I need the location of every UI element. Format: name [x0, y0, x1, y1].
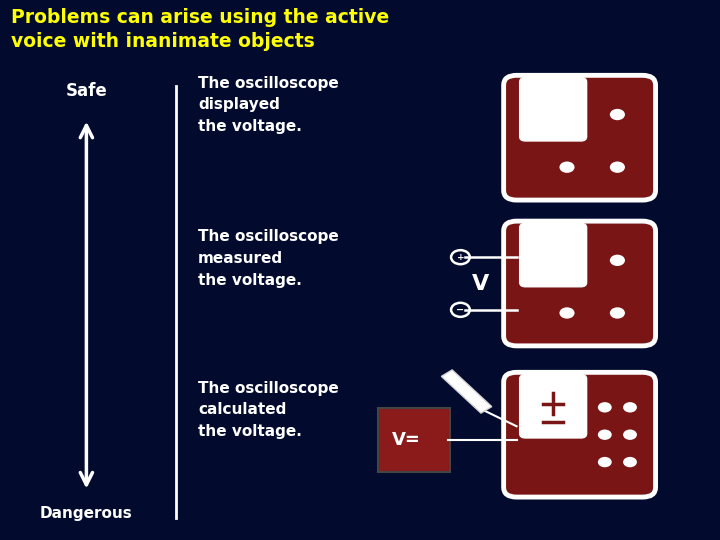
Text: Safe: Safe — [66, 82, 107, 100]
Circle shape — [598, 402, 612, 413]
Text: The oscilloscope
displayed
the voltage.: The oscilloscope displayed the voltage. — [198, 76, 338, 134]
Text: The oscilloscope
measured
the voltage.: The oscilloscope measured the voltage. — [198, 230, 338, 288]
Circle shape — [559, 307, 575, 319]
FancyBboxPatch shape — [504, 373, 655, 497]
Text: +: + — [456, 253, 464, 262]
Circle shape — [610, 255, 625, 266]
FancyBboxPatch shape — [520, 224, 587, 287]
Circle shape — [610, 307, 625, 319]
Text: V=: V= — [392, 431, 421, 449]
Text: V: V — [472, 273, 489, 294]
Text: Dangerous: Dangerous — [40, 506, 132, 521]
FancyBboxPatch shape — [520, 375, 587, 438]
FancyBboxPatch shape — [379, 408, 449, 472]
Circle shape — [610, 161, 625, 173]
Text: Problems can arise using the active
voice with inanimate objects: Problems can arise using the active voic… — [11, 8, 389, 51]
Circle shape — [598, 457, 612, 467]
Polygon shape — [441, 370, 492, 413]
Circle shape — [623, 402, 637, 413]
Circle shape — [559, 161, 575, 173]
Text: The oscilloscope
calculated
the voltage.: The oscilloscope calculated the voltage. — [198, 381, 338, 439]
Text: −: − — [456, 305, 464, 315]
FancyBboxPatch shape — [520, 78, 587, 141]
FancyBboxPatch shape — [504, 76, 655, 200]
Circle shape — [610, 109, 625, 120]
Circle shape — [623, 457, 637, 467]
FancyBboxPatch shape — [504, 221, 655, 346]
Circle shape — [598, 429, 612, 440]
Circle shape — [623, 429, 637, 440]
